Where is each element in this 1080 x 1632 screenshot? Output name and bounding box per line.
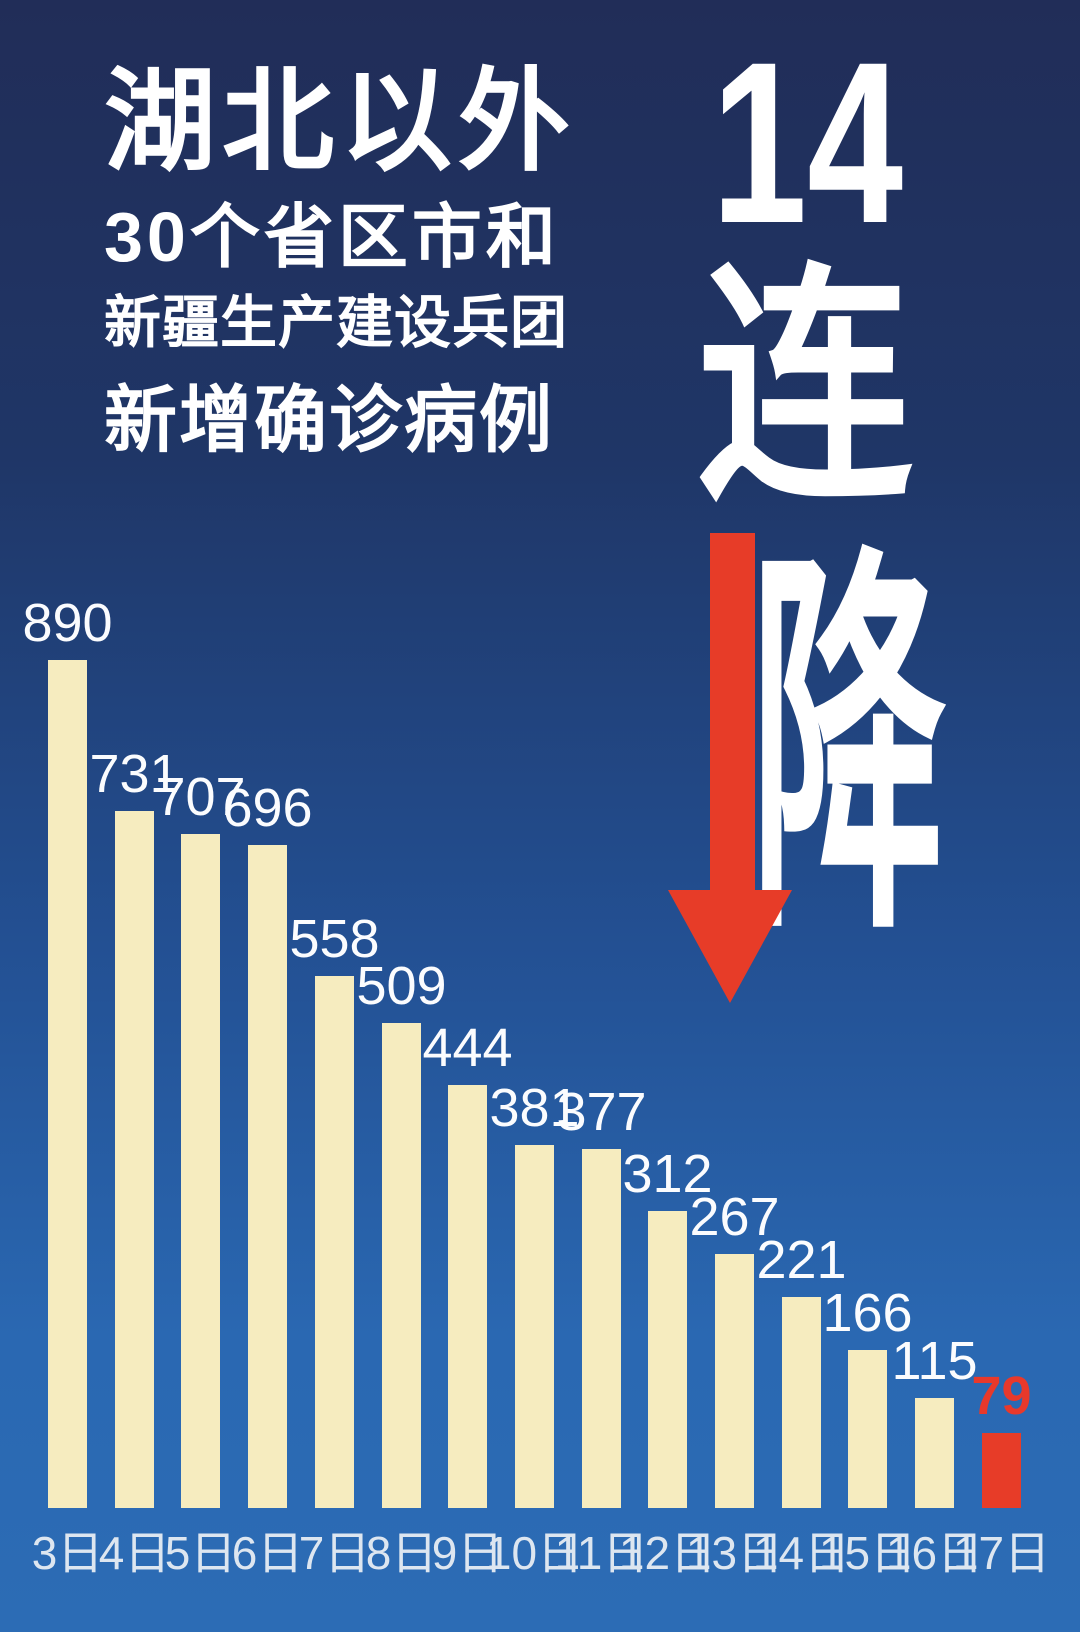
axis-tick-label: 9日 [431, 1527, 504, 1579]
bar-value-label: 558 [289, 909, 380, 969]
axis-tick-label: 17日 [952, 1527, 1051, 1579]
bar [582, 1149, 621, 1508]
bar [448, 1085, 487, 1508]
slogan-number-14: 14 [711, 14, 904, 271]
bar-value-label: 444 [422, 1018, 513, 1078]
bar-value-label: 221 [756, 1230, 847, 1290]
headline-line-3: 新疆生产建设兵团 [104, 291, 568, 355]
axis-tick-label: 14日 [752, 1527, 851, 1579]
bar-value-label: 381 [489, 1078, 580, 1138]
axis-tick-label: 13日 [685, 1527, 784, 1579]
bar [48, 660, 87, 1508]
down-arrow-icon [666, 533, 794, 1005]
axis-tick-label: 7日 [298, 1527, 371, 1579]
axis-tick-label: 3日 [31, 1527, 104, 1579]
bar-value-label: 707 [155, 767, 246, 827]
bar [248, 845, 287, 1508]
axis-tick-label: 11日 [554, 1527, 649, 1579]
slogan-char-lian: 连 [697, 246, 913, 529]
bar-value-label: 890 [22, 593, 113, 653]
bar-value-label: 79 [971, 1366, 1032, 1426]
bar [715, 1254, 754, 1508]
slogan-char-jiang: 降 [749, 525, 946, 975]
bar [782, 1297, 821, 1508]
bar [382, 1023, 421, 1508]
bar [915, 1398, 954, 1508]
axis-tick-label: 16日 [885, 1527, 984, 1579]
bar-value-label: 731 [89, 744, 180, 804]
bar [181, 834, 220, 1508]
bar-value-label: 312 [622, 1144, 713, 1204]
bar-value-label: 509 [356, 956, 447, 1016]
bar [515, 1145, 554, 1508]
bar-value-label: 377 [556, 1082, 647, 1142]
headline-line-1: 湖北以外 [104, 59, 576, 184]
bar [115, 811, 154, 1508]
bar-value-label: 696 [222, 778, 313, 838]
bar-value-label: 115 [891, 1331, 978, 1391]
headline-line-4: 新增确诊病例 [104, 380, 554, 461]
bar [648, 1211, 687, 1508]
axis-tick-label: 4日 [98, 1527, 171, 1579]
axis-tick-label: 15日 [818, 1527, 917, 1579]
axis-tick-label: 6日 [231, 1527, 304, 1579]
bar-highlighted [982, 1433, 1021, 1508]
headline-line-2: 30个省区市和 [104, 198, 560, 276]
bar-value-label: 267 [689, 1187, 780, 1247]
axis-tick-label: 10日 [485, 1527, 584, 1579]
bar-value-label: 166 [822, 1283, 913, 1343]
axis-tick-label: 8日 [365, 1527, 438, 1579]
bar [315, 976, 354, 1508]
axis-tick-label: 12日 [618, 1527, 717, 1579]
bar [848, 1350, 887, 1508]
axis-tick-label: 5日 [164, 1527, 237, 1579]
